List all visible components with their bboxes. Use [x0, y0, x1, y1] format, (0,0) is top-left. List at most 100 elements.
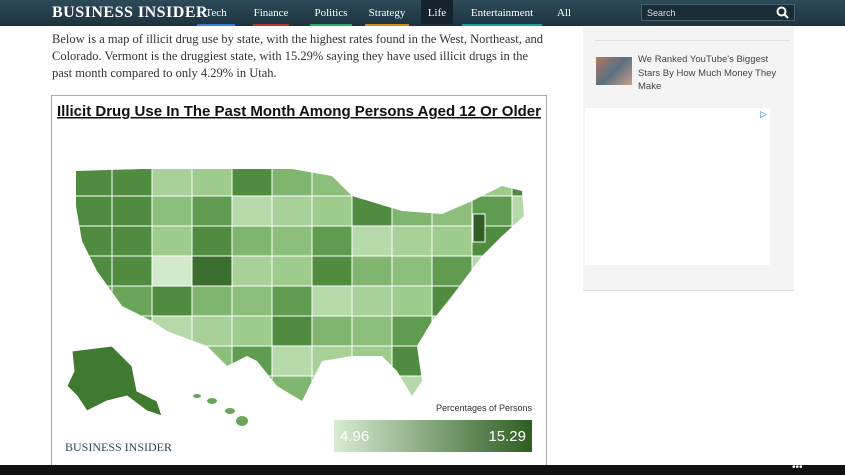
nav-item[interactable]: Finance [253, 0, 289, 26]
state [151, 169, 193, 197]
state [191, 225, 233, 257]
state [351, 169, 393, 197]
alaska [66, 345, 163, 417]
state [76, 195, 113, 227]
ad-box[interactable] [585, 108, 770, 265]
state [391, 315, 433, 347]
legend-min: 4.96 [340, 428, 369, 445]
menu-dots[interactable]: ••• [792, 462, 803, 473]
state [431, 255, 473, 287]
state [271, 315, 313, 347]
nav-item[interactable]: Life [421, 0, 453, 26]
state [311, 345, 353, 377]
nav-item[interactable]: Strategy [365, 0, 409, 26]
footer-bar [0, 465, 845, 475]
thumbnail[interactable] [596, 57, 632, 85]
nav-item[interactable]: Entertainment [462, 0, 542, 26]
state [311, 195, 353, 227]
state [391, 375, 433, 401]
state [511, 315, 524, 347]
hawaii [193, 394, 248, 426]
state [151, 375, 193, 401]
state [231, 285, 273, 317]
state [76, 255, 113, 287]
state [271, 285, 313, 317]
state [431, 285, 473, 317]
divider [595, 40, 790, 41]
state [231, 225, 273, 257]
state [431, 375, 473, 401]
ad-icon[interactable]: ▷ [760, 109, 767, 119]
state [191, 195, 233, 227]
vermont [472, 213, 486, 243]
nav-item[interactable]: Politics [310, 0, 352, 26]
state [511, 375, 524, 401]
state [391, 345, 433, 377]
state [391, 255, 433, 287]
state [471, 285, 513, 317]
state [431, 225, 473, 257]
state [191, 285, 233, 317]
state [151, 345, 193, 377]
state [151, 255, 193, 287]
state [191, 345, 233, 377]
state [431, 169, 473, 197]
state [471, 169, 513, 197]
state [231, 315, 273, 347]
state [351, 195, 393, 227]
state [271, 169, 313, 197]
state [111, 285, 153, 317]
state [231, 169, 273, 197]
state [231, 255, 273, 287]
state [471, 375, 513, 401]
state [191, 255, 233, 287]
state [151, 315, 193, 347]
legend-bar [334, 420, 532, 452]
state [351, 285, 393, 317]
state [471, 255, 513, 287]
state [76, 315, 113, 347]
state [351, 225, 393, 257]
nav-item[interactable]: Tech [197, 0, 235, 26]
state [391, 195, 433, 227]
state [431, 195, 473, 227]
state [231, 375, 273, 401]
state [231, 345, 273, 377]
search-icon[interactable] [776, 6, 790, 20]
state [271, 375, 313, 401]
state [471, 345, 513, 377]
state [231, 195, 273, 227]
state [511, 255, 524, 287]
state [111, 225, 153, 257]
state [391, 285, 433, 317]
state [271, 345, 313, 377]
figure-credit: BUSINESS INSIDER [65, 440, 172, 454]
state [511, 195, 524, 227]
state [311, 255, 353, 287]
article-paragraph: Below is a map of illicit drug use by st… [52, 32, 544, 80]
state [111, 315, 153, 347]
state [391, 169, 433, 197]
search-box[interactable]: Search [641, 4, 795, 21]
nav-item[interactable]: All [550, 0, 578, 26]
state [351, 255, 393, 287]
state [151, 225, 193, 257]
state [191, 315, 233, 347]
state [311, 225, 353, 257]
sidebar-headline[interactable]: We Ranked YouTube's Biggest Stars By How… [638, 54, 777, 92]
state [271, 255, 313, 287]
logo[interactable]: BUSINESS INSIDER [52, 4, 209, 21]
state [191, 169, 233, 197]
state [151, 195, 193, 227]
state [431, 345, 473, 377]
state [511, 285, 524, 317]
state [111, 195, 153, 227]
state [351, 315, 393, 347]
legend-max: 15.29 [488, 428, 526, 445]
state [351, 345, 393, 377]
state [311, 285, 353, 317]
state [76, 285, 113, 317]
state [351, 375, 393, 401]
state [511, 225, 524, 257]
